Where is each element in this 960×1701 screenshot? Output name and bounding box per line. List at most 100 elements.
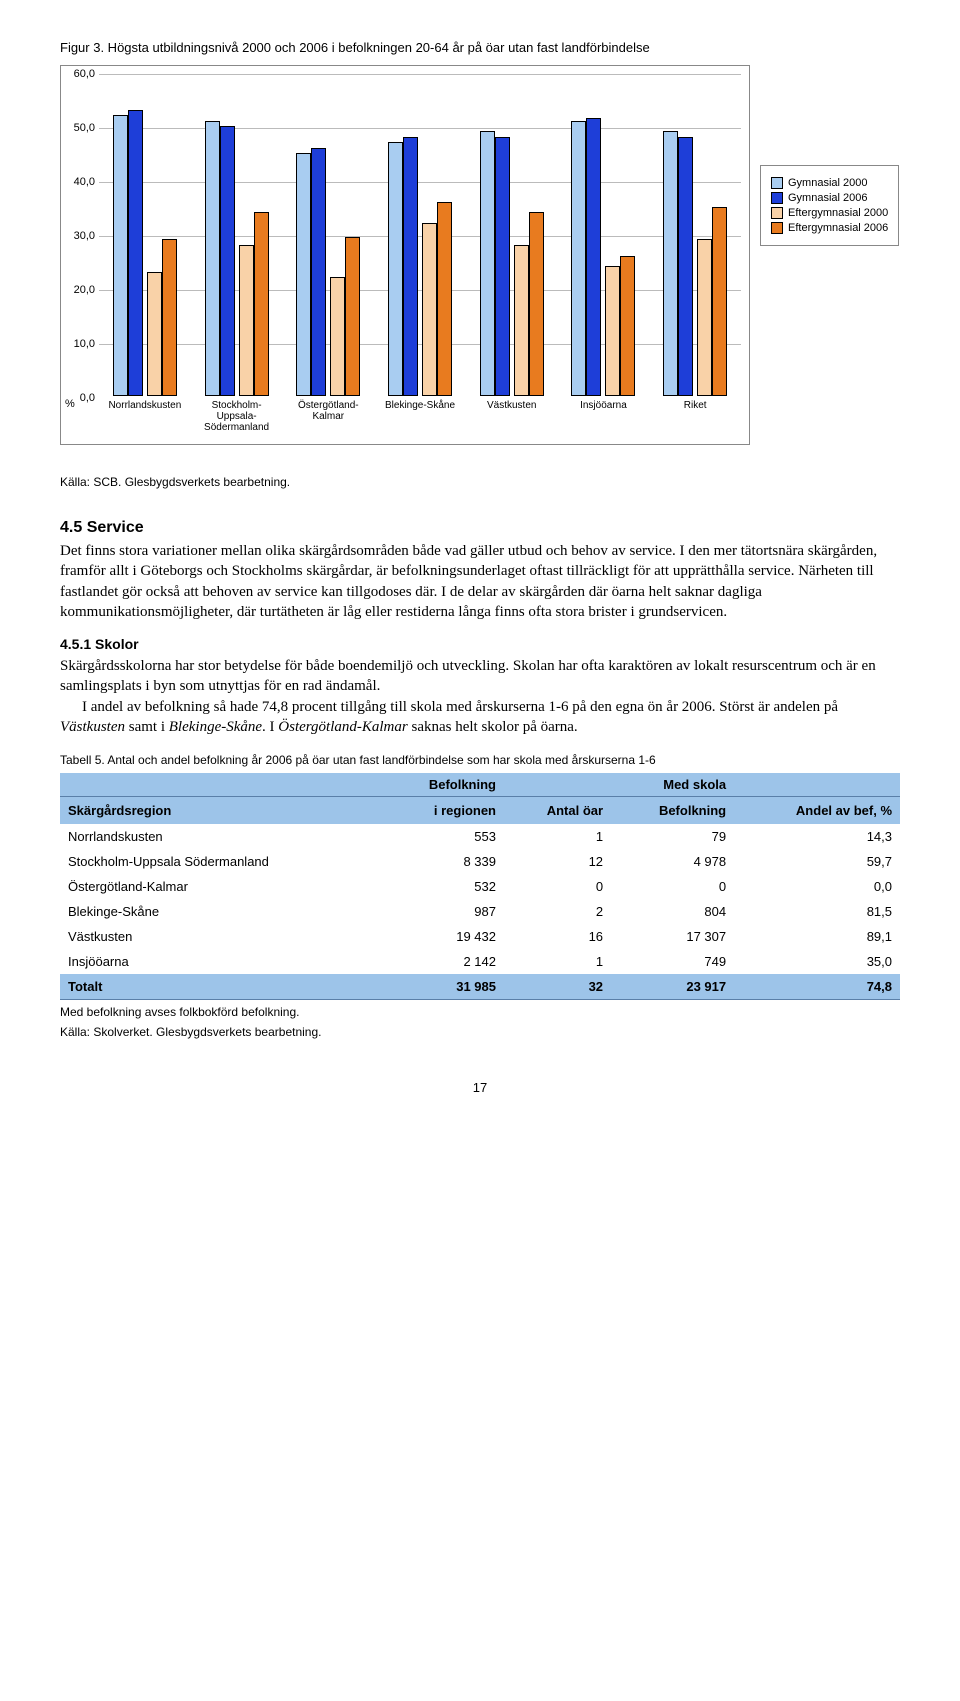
legend-swatch (771, 222, 783, 234)
table-cell: 59,7 (734, 849, 900, 874)
table-cell: 4 978 (611, 849, 734, 874)
table-note-1: Med befolkning avses folkbokförd befolkn… (60, 1004, 900, 1020)
table-cell: 81,5 (734, 899, 900, 924)
body2b-em2: Blekinge-Skåne (169, 719, 262, 735)
table-cell: Stockholm-Uppsala Södermanland (60, 849, 381, 874)
table-title: Tabell 5. Antal och andel befolkning år … (60, 753, 900, 767)
super-h-4 (734, 773, 900, 797)
x-tick-label: Stockholm-Uppsala-Södermanland (191, 400, 283, 440)
bar (239, 245, 254, 396)
y-tick-label: 50,0 (65, 122, 95, 134)
table-super-header: Befolkning Med skola (60, 773, 900, 797)
col-0: Skärgårdsregion (60, 797, 381, 825)
table-cell: 35,0 (734, 949, 900, 974)
bar-group (466, 74, 558, 396)
bar (403, 137, 418, 396)
bar-group (282, 74, 374, 396)
body2b-prefix: I andel av befolkning så hade 74,8 proce… (82, 699, 838, 715)
table-cell: 1 (504, 824, 611, 849)
bar (697, 239, 712, 396)
bar (663, 131, 678, 396)
table-header-row: Skärgårdsregion i regionen Antal öar Bef… (60, 797, 900, 825)
x-tick-label: Västkusten (466, 400, 558, 440)
sub-heading: 4.5.1 Skolor (60, 636, 900, 652)
table-cell: 2 142 (381, 949, 504, 974)
legend-item: Gymnasial 2000 (771, 177, 888, 189)
body2b-mid: samt i (125, 719, 169, 735)
table-cell: 89,1 (734, 924, 900, 949)
table-row: Insjööarna2 142174935,0 (60, 949, 900, 974)
table-note-2: Källa: Skolverket. Glesbygdsverkets bear… (60, 1024, 900, 1040)
table-cell: 0 (611, 874, 734, 899)
bar-group (374, 74, 466, 396)
x-tick-label: Norrlandskusten (99, 400, 191, 440)
table-cell: 12 (504, 849, 611, 874)
y-tick-label: 40,0 (65, 176, 95, 188)
super-h-0 (60, 773, 381, 797)
legend-label: Gymnasial 2000 (788, 177, 868, 189)
table-cell: 17 307 (611, 924, 734, 949)
y-tick-label: 60,0 (65, 68, 95, 80)
bar (529, 212, 544, 396)
figure-title: Figur 3. Högsta utbildningsnivå 2000 och… (60, 40, 900, 55)
body2b-suffix: saknas helt skolor på öarna. (408, 719, 578, 735)
bar (678, 137, 693, 396)
table-cell: 553 (381, 824, 504, 849)
y-tick-label: 30,0 (65, 230, 95, 242)
table-cell: Totalt (60, 974, 381, 1000)
bar (311, 148, 326, 396)
col-1: i regionen (381, 797, 504, 825)
body2b-em3: Östergötland-Kalmar (278, 719, 407, 735)
table-cell: 804 (611, 899, 734, 924)
bar (605, 266, 620, 396)
bar (254, 212, 269, 396)
col-3: Befolkning (611, 797, 734, 825)
table-cell: Norrlandskusten (60, 824, 381, 849)
bar (514, 245, 529, 396)
chart-plot-area: 0,010,020,030,040,050,060,0 Norrlandskus… (60, 65, 750, 445)
legend-item: Eftergymnasial 2006 (771, 222, 888, 234)
bar (495, 137, 510, 396)
table-row: Stockholm-Uppsala Södermanland8 339124 9… (60, 849, 900, 874)
bar (296, 153, 311, 396)
table-row: Blekinge-Skåne987280481,5 (60, 899, 900, 924)
table-cell: 16 (504, 924, 611, 949)
bar (162, 239, 177, 396)
bar (712, 207, 727, 396)
table-cell: 19 432 (381, 924, 504, 949)
bar (422, 223, 437, 396)
table-cell: 14,3 (734, 824, 900, 849)
legend-label: Gymnasial 2006 (788, 192, 868, 204)
legend-item: Gymnasial 2006 (771, 192, 888, 204)
table-cell: Östergötland-Kalmar (60, 874, 381, 899)
table-cell: 749 (611, 949, 734, 974)
data-table: Befolkning Med skola Skärgårdsregion i r… (60, 773, 900, 1000)
super-h-3: Med skola (611, 773, 734, 797)
table-row: Östergötland-Kalmar532000,0 (60, 874, 900, 899)
x-tick-label: Riket (649, 400, 741, 440)
legend-label: Eftergymnasial 2006 (788, 222, 888, 234)
table-cell: Blekinge-Skåne (60, 899, 381, 924)
bar-group (191, 74, 283, 396)
legend-swatch (771, 207, 783, 219)
super-h-2 (504, 773, 611, 797)
table-cell: 987 (381, 899, 504, 924)
x-tick-label: Östergötland-Kalmar (282, 400, 374, 440)
bar (388, 142, 403, 396)
bar-group (558, 74, 650, 396)
page-number: 17 (60, 1080, 900, 1095)
x-tick-label: Blekinge-Skåne (374, 400, 466, 440)
section-body-2: Skärgårdsskolorna har stor betydelse för… (60, 656, 900, 737)
table-cell: 2 (504, 899, 611, 924)
table-cell: 1 (504, 949, 611, 974)
legend-swatch (771, 192, 783, 204)
table-row: Västkusten19 4321617 30789,1 (60, 924, 900, 949)
table-cell: 23 917 (611, 974, 734, 1000)
bar (205, 121, 220, 396)
body2a: Skärgårdsskolorna har stor betydelse för… (60, 658, 876, 694)
y-tick-label: 10,0 (65, 338, 95, 350)
bar-group (99, 74, 191, 396)
body2b-mid2: . I (262, 719, 278, 735)
table-cell: Insjööarna (60, 949, 381, 974)
y-tick-label: 20,0 (65, 284, 95, 296)
